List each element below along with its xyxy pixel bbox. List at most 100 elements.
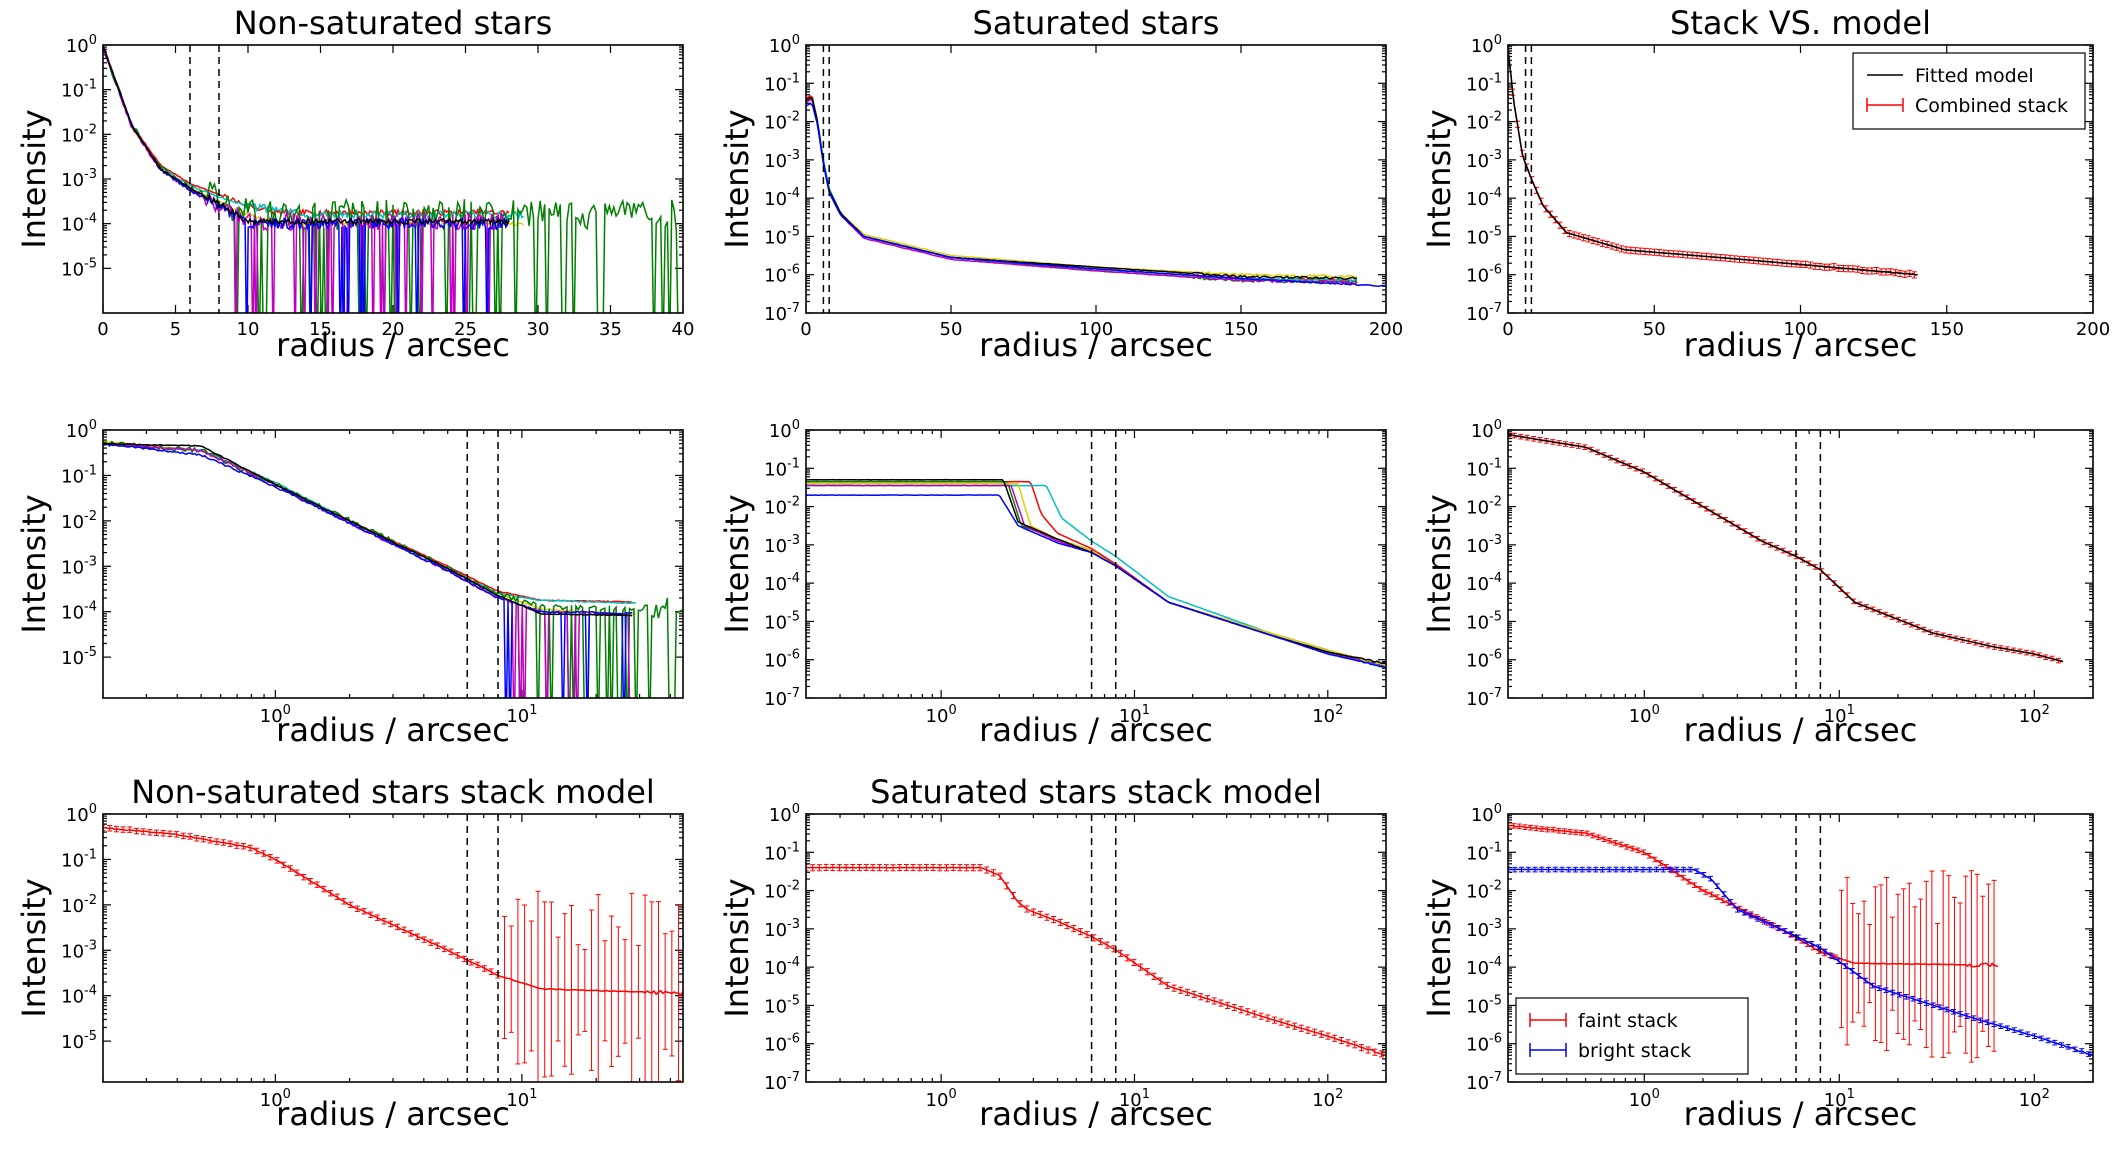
series-line-faint-stack <box>1508 824 1999 968</box>
tick-label: 10-2 <box>61 509 97 533</box>
panel-p23: radius / arcsec Intensity 10-7 10-6 10-5 10-4… <box>1420 418 2094 749</box>
tick-label: 10-3 <box>61 938 97 962</box>
series-sat-green <box>806 96 1358 285</box>
series-line-star-blue <box>103 443 633 698</box>
y-axis-label: Intensity <box>15 878 53 1017</box>
series-star-red <box>103 45 510 218</box>
tick-label: 10-1 <box>61 78 97 102</box>
tick-label: 10-4 <box>764 571 800 595</box>
series-sat-magenta <box>806 484 1386 667</box>
tick-label: 10-3 <box>764 917 800 941</box>
panel-title: Non-saturated stars stack model <box>131 773 655 811</box>
series-star-blue <box>103 47 510 313</box>
tick-label: 10-2 <box>1466 879 1502 903</box>
axes-frame <box>102 429 684 699</box>
series-line-star-green <box>103 48 679 313</box>
series-line-sat-cyan <box>806 484 1386 668</box>
tick-label: 0 <box>800 319 811 340</box>
series-line-fitted-model <box>1508 48 1918 276</box>
y-axis-label: Intensity <box>15 109 53 248</box>
tick-label: 10-3 <box>61 554 97 578</box>
tick-label: 102 <box>1312 1087 1343 1111</box>
tick-label: 10-2 <box>764 110 800 134</box>
axes-frame <box>805 429 1387 699</box>
series-star-red <box>103 442 633 603</box>
x-axis-label: radius / arcsec <box>1684 1095 1918 1133</box>
tick-label: 10-5 <box>61 256 97 280</box>
axes-frame <box>102 813 684 1083</box>
tick-label: 150 <box>1930 319 1964 340</box>
tick-label: 10 <box>237 319 260 340</box>
series-line-star-black <box>103 442 633 617</box>
panel-p12: Saturated stars radius / arcsec Intensity 1… <box>718 4 1403 364</box>
tick-label: 10-7 <box>764 686 800 710</box>
panel-title: Non-saturated stars <box>234 4 553 42</box>
x-axis-label: radius / arcsec <box>979 711 1213 749</box>
x-axis-label: radius / arcsec <box>979 326 1213 364</box>
panel-title: Stack VS. model <box>1670 4 1931 42</box>
x-axis-label: radius / arcsec <box>276 711 510 749</box>
tick-label: 10-6 <box>1466 1032 1502 1056</box>
panel-p21: radius / arcsec Intensity 10-5 10-4 10-3 10-2… <box>15 418 684 749</box>
tick-label: 100 <box>1783 319 1817 340</box>
series-sat-blue <box>806 494 1386 669</box>
series-star-cyan <box>103 442 637 605</box>
series-line-sat-red <box>806 480 1386 669</box>
tick-label: 100 <box>769 33 800 57</box>
tick-label: 10-2 <box>764 495 800 519</box>
plot-area <box>103 814 683 1082</box>
tick-label: 20 <box>382 319 405 340</box>
tick-label: 10-6 <box>1466 263 1502 287</box>
tick-label: 100 <box>1629 1087 1660 1111</box>
legend-label: Combined stack <box>1915 95 2068 117</box>
tick-label: 100 <box>260 703 291 727</box>
x-axis-label: radius / arcsec <box>979 1095 1213 1133</box>
tick-label: 101 <box>1824 1087 1855 1111</box>
tick-label: 100 <box>66 33 97 57</box>
tick-label: 100 <box>926 1087 957 1111</box>
tick-label: 25 <box>454 319 477 340</box>
tick-label: 10-4 <box>1466 571 1502 595</box>
tick-label: 10-5 <box>764 224 800 248</box>
tick-label: 102 <box>2019 703 2050 727</box>
tick-label: 100 <box>1471 418 1502 442</box>
tick-label: 5 <box>170 319 181 340</box>
series-fitted-model <box>1508 48 1918 276</box>
series-line-sat-black <box>806 478 1386 665</box>
panel-p11: Non-saturated stars radius / arcsec Intens… <box>15 4 694 364</box>
plot-area <box>103 430 683 698</box>
series-line-star-yellow <box>103 47 524 227</box>
tick-label: 10-1 <box>1466 71 1502 95</box>
series-sat-red <box>806 95 1358 283</box>
tick-label: 10-5 <box>764 609 800 633</box>
series-line-sat-red <box>806 95 1358 283</box>
series-line-faint-stack-model <box>103 826 683 997</box>
tick-label: 10-4 <box>1466 955 1502 979</box>
series-sat-black <box>806 96 1358 281</box>
axes-frame <box>1507 44 2094 314</box>
tick-label: 102 <box>1312 703 1343 727</box>
series-sat-green <box>806 480 1386 668</box>
series-line-bright-stack <box>1508 868 2093 1057</box>
tick-label: 10-5 <box>1466 609 1502 633</box>
tick-label: 35 <box>599 319 622 340</box>
series-star-blue <box>103 443 633 698</box>
tick-label: 10-3 <box>764 148 800 172</box>
tick-label: 15 <box>309 319 332 340</box>
tick-label: 10-4 <box>764 955 800 979</box>
series-line-star-red <box>103 45 510 218</box>
tick-label: 10-7 <box>764 301 800 325</box>
tick-label: 10-4 <box>61 600 97 624</box>
tick-label: 10-5 <box>1466 993 1502 1017</box>
tick-label: 100 <box>769 802 800 826</box>
series-bright-stack-model <box>806 863 1386 1058</box>
y-axis-label: Intensity <box>15 494 53 633</box>
series-line-sat-green <box>806 96 1358 285</box>
plot-area <box>806 430 1386 698</box>
series-line-star-yellow <box>103 440 636 615</box>
tick-label: 10-6 <box>1466 648 1502 672</box>
series-sat-cyan <box>806 98 1358 282</box>
tick-label: 0 <box>1502 319 1513 340</box>
tick-label: 100 <box>1629 703 1660 727</box>
y-axis-label: Intensity <box>1420 878 1458 1017</box>
